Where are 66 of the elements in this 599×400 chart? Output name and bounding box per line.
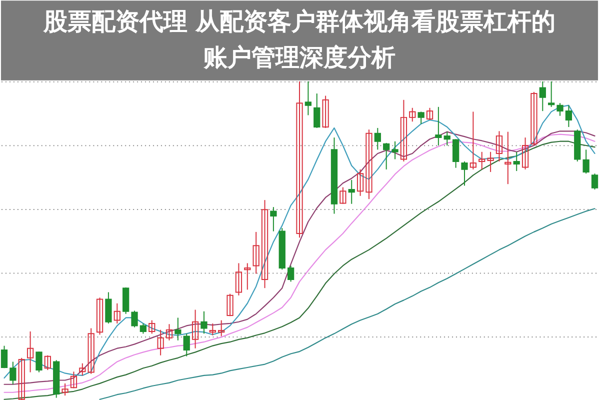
candlestick	[174, 317, 182, 341]
candlestick	[166, 324, 173, 341]
candlestick	[218, 320, 225, 337]
candlestick	[356, 168, 364, 196]
candlestick	[209, 322, 216, 336]
candlestick	[556, 102, 564, 116]
candlestick	[530, 91, 538, 146]
candlestick	[470, 111, 476, 170]
candlestick	[366, 129, 372, 200]
candlestick	[348, 179, 355, 204]
candlestick	[400, 99, 408, 162]
candlestick	[226, 293, 234, 317]
candlestick	[0, 345, 8, 369]
candlestick	[383, 142, 390, 170]
candlestick	[148, 320, 156, 334]
candlestick	[539, 80, 546, 112]
candlestick	[418, 111, 424, 124]
candlestick	[409, 107, 416, 122]
candlestick	[322, 95, 329, 128]
candlestick	[244, 262, 251, 290]
candlestick	[444, 131, 450, 146]
candlestick	[522, 137, 529, 170]
chart-title: 股票配资代理 从配资客户群体视角看股票杠杆的账户管理深度分析	[42, 8, 556, 72]
candlestick	[392, 140, 398, 160]
candlestick	[62, 382, 68, 396]
candlestick	[478, 151, 486, 170]
candlestick	[96, 297, 104, 336]
candlestick	[235, 262, 242, 296]
candlestick	[296, 80, 303, 238]
candlestick	[131, 310, 138, 328]
candlestick	[157, 329, 164, 356]
candlestick	[200, 310, 208, 334]
candlestick	[88, 328, 94, 374]
candlestick	[114, 302, 120, 324]
candlestick	[192, 309, 199, 349]
candlestick	[426, 107, 434, 120]
candlestick	[565, 104, 572, 128]
candlestick	[70, 371, 78, 389]
candlestick	[374, 127, 381, 150]
candlestick	[44, 354, 51, 371]
candlestick	[314, 93, 320, 128]
candlestick	[452, 138, 460, 168]
candlestick	[140, 322, 147, 334]
candlestick	[183, 333, 190, 357]
candlestick	[513, 151, 520, 172]
candlestick	[270, 206, 277, 232]
candlestick	[79, 362, 86, 376]
candlestick	[105, 292, 112, 324]
candlestick	[487, 151, 494, 172]
candlestick	[304, 80, 312, 116]
candlestick	[461, 160, 468, 186]
candlestick	[548, 80, 555, 108]
candlestick	[340, 186, 346, 204]
candlestick	[287, 265, 294, 282]
candlestick	[18, 357, 25, 400]
candlestick	[582, 149, 590, 174]
candlestick	[435, 106, 442, 146]
candlestick	[591, 173, 598, 190]
candlestick	[261, 200, 268, 289]
candlestick	[10, 361, 16, 385]
candlestick	[36, 351, 42, 373]
candlestick	[252, 231, 260, 274]
candlestick	[496, 130, 503, 162]
candlestick	[504, 131, 512, 185]
candlestick	[122, 286, 130, 314]
candlestick	[26, 330, 34, 373]
